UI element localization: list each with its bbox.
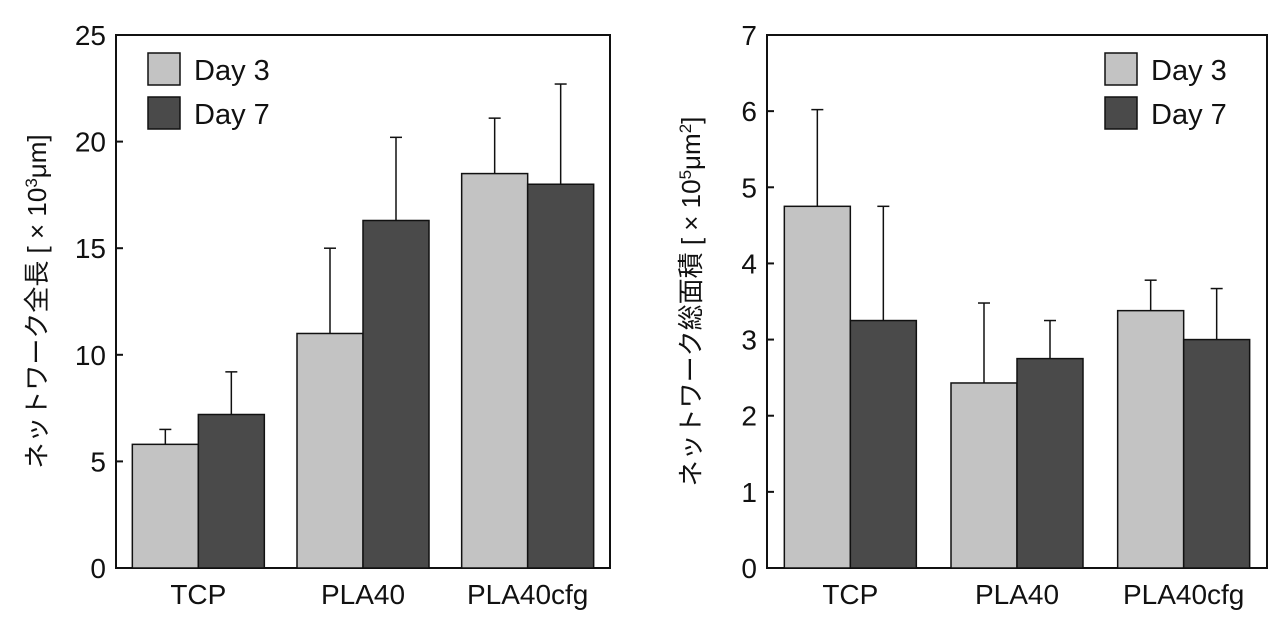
chart-panel-1: 0 5 10 15 20 25 TCP PLA40 PLA40cfg Day 3 Day 7 ネットワ…	[22, 20, 611, 610]
y-tick-label: 0	[741, 553, 757, 584]
y-tick-label: 1	[741, 477, 757, 508]
bar-day3-pla40cfg	[1116, 309, 1185, 569]
x-tick-label: TCP	[822, 579, 878, 610]
y-axis-label: ネットワーク総面積 [ × 105μm2]	[676, 117, 707, 487]
chart-panel-2: 0 1 2 3 4 5 6 7 TCP PLA40 PLA40cfg Day 3 Day 7 ネットワーク…	[676, 20, 1268, 610]
bar-day7-pla40cfg	[526, 183, 595, 569]
x-tick-label: PLA40cfg	[467, 579, 588, 610]
bar-day3-tcp	[783, 205, 852, 569]
legend-label: Day 3	[194, 55, 270, 87]
y-tick-label: 2	[741, 401, 757, 432]
y-tick-label: 5	[741, 172, 757, 203]
y-tick-label: 10	[75, 340, 106, 371]
bar-day3-tcp	[131, 443, 200, 569]
legend-label: Day 7	[1151, 99, 1227, 131]
bar-day3-pla40	[296, 332, 364, 569]
x-tick-label: PLA40cfg	[1123, 579, 1244, 610]
x-tick-label: PLA40	[975, 579, 1059, 610]
y-tick-label: 7	[741, 20, 757, 51]
bar-day7-pla40	[362, 219, 430, 569]
bar-day7-tcp	[849, 319, 918, 569]
x-tick-label: PLA40	[321, 579, 405, 610]
legend-swatch	[147, 96, 181, 130]
y-tick-label: 15	[75, 233, 106, 264]
legend-swatch	[1104, 52, 1138, 86]
x-tick-label: TCP	[170, 579, 226, 610]
bar-day3-pla40cfg	[460, 172, 529, 569]
bar-day7-pla40	[1016, 357, 1084, 569]
y-tick-label: 3	[741, 325, 757, 356]
legend-swatch	[147, 52, 181, 86]
legend-label: Day 7	[194, 99, 270, 131]
legend-label: Day 3	[1151, 55, 1227, 87]
y-tick-label: 20	[75, 127, 106, 158]
bar-day3-pla40	[950, 382, 1018, 569]
bar-day7-tcp	[197, 413, 266, 569]
y-tick-label: 0	[90, 553, 106, 584]
y-tick-label: 6	[741, 96, 757, 127]
y-tick-label: 4	[741, 248, 757, 279]
legend-swatch	[1104, 96, 1138, 130]
y-axis-label: ネットワーク全長 [ × 103μm]	[22, 134, 53, 468]
y-tick-label: 5	[90, 446, 106, 477]
bar-day7-pla40cfg	[1182, 338, 1251, 569]
y-tick-label: 25	[75, 20, 106, 51]
